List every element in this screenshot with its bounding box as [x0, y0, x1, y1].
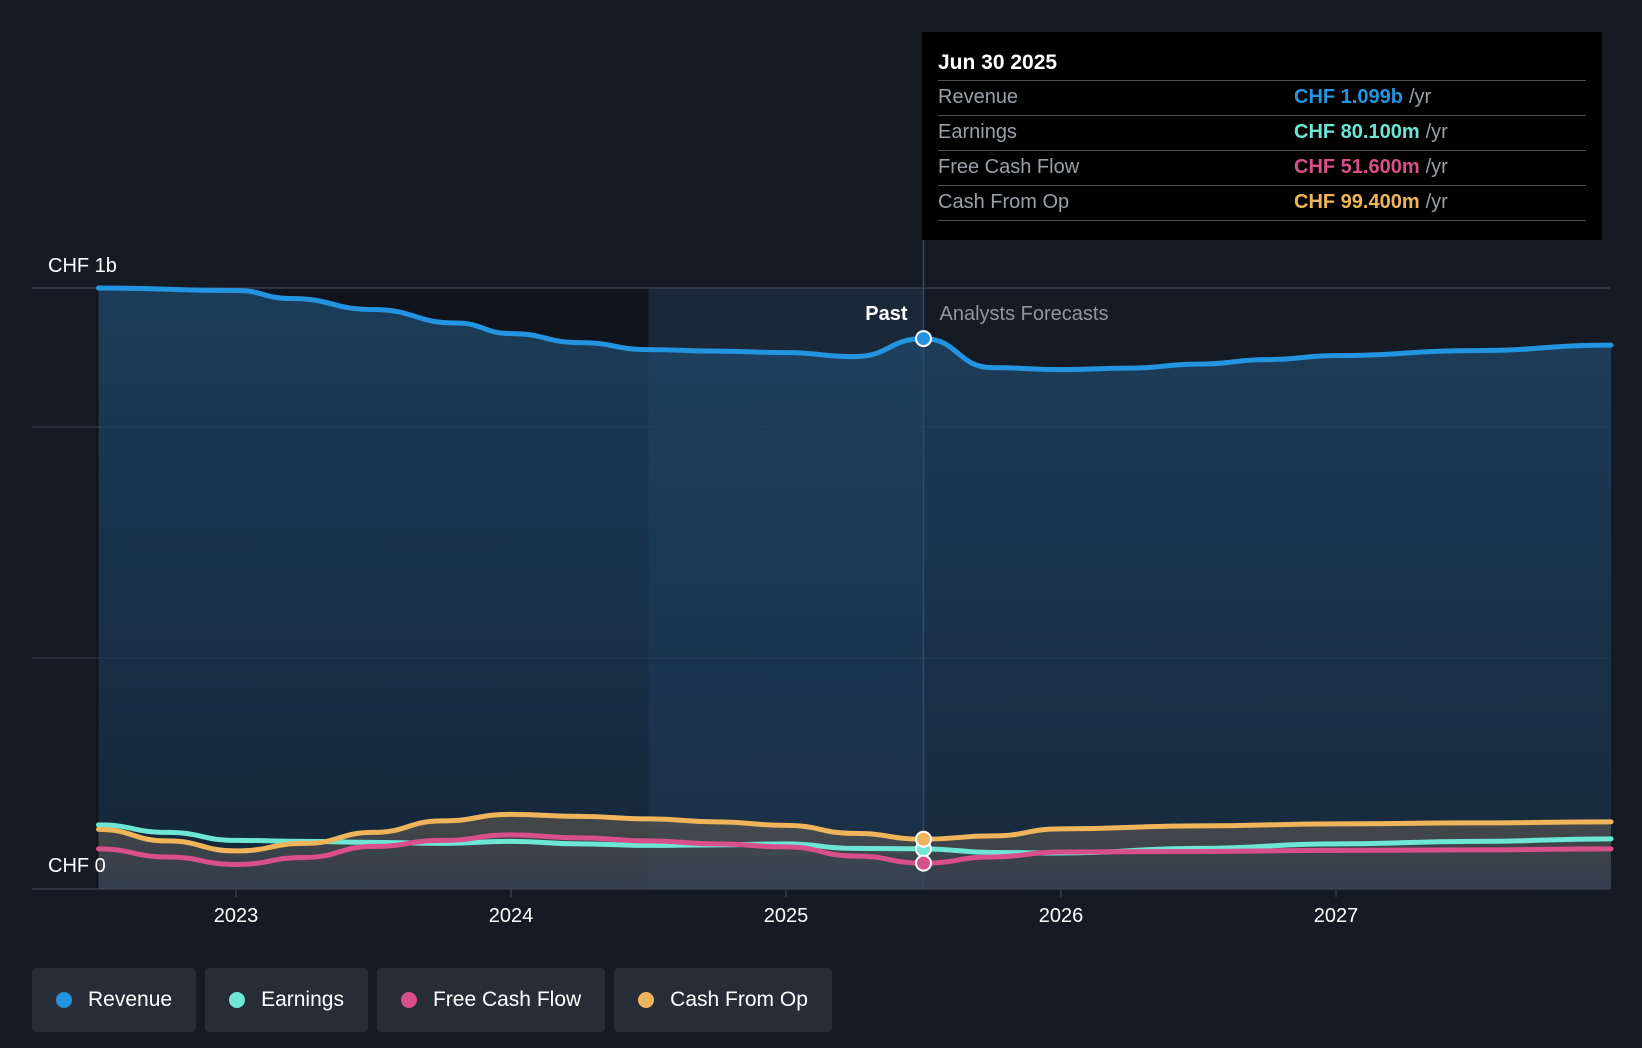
- legend-item-earnings[interactable]: Earnings: [205, 968, 368, 1032]
- legend-label: Earnings: [261, 988, 344, 1011]
- legend-label: Cash From Op: [670, 988, 808, 1011]
- past-label: Past: [865, 303, 908, 325]
- x-tick-label: 2026: [1039, 905, 1084, 927]
- tooltip-label: Free Cash Flow: [938, 156, 1080, 178]
- tooltip-row-free-cash-flow: Free Cash Flow CHF 51.600m /yr: [938, 150, 1586, 185]
- legend-dot-icon: [229, 992, 246, 1008]
- x-tick-label: 2024: [489, 905, 534, 927]
- tooltip-label: Revenue: [938, 86, 1019, 108]
- forecast-label: Analysts Forecasts: [940, 303, 1109, 325]
- series-line-cash-from-op: [96, 811, 1614, 854]
- tooltip-value: CHF 99.400m: [1294, 191, 1420, 213]
- tooltip-row-earnings: Earnings CHF 80.100m /yr: [938, 115, 1586, 150]
- series-line-free-cash-flow: [96, 832, 1614, 867]
- y-axis-bottom-label: CHF 0: [48, 855, 106, 877]
- x-tick-label: 2025: [764, 905, 809, 927]
- tooltip: Jun 30 2025 Revenue CHF 1.099b /yr Earni…: [922, 32, 1602, 240]
- tooltip-value: CHF 51.600m: [1294, 156, 1420, 178]
- tooltip-unit: /yr: [1425, 156, 1448, 178]
- marker-cash-from-op: [915, 830, 932, 848]
- legend-item-cash-from-op[interactable]: Cash From Op: [614, 968, 832, 1032]
- tooltip-row-cash-from-op: Cash From Op CHF 99.400m /yr: [938, 185, 1586, 221]
- tooltip-value: CHF 1.099b: [1294, 86, 1403, 108]
- legend: Revenue Earnings Free Cash Flow Cash Fro…: [32, 968, 832, 1032]
- legend-item-free-cash-flow[interactable]: Free Cash Flow: [376, 968, 606, 1032]
- tooltip-value: CHF 80.100m: [1294, 121, 1420, 143]
- legend-dot-icon: [400, 992, 417, 1008]
- tooltip-unit: /yr: [1425, 121, 1448, 143]
- tooltip-unit: /yr: [1425, 191, 1448, 213]
- legend-dot-icon: [638, 992, 655, 1008]
- tooltip-label: Earnings: [938, 121, 1017, 143]
- legend-item-revenue[interactable]: Revenue: [32, 968, 197, 1032]
- x-tick-label: 2027: [1314, 905, 1359, 927]
- legend-label: Revenue: [88, 988, 173, 1011]
- chart-area: CHF 1b CHF 0 Past Analysts Forecasts 2023 202…: [32, 240, 1614, 927]
- x-tick-label: 2023: [214, 905, 259, 927]
- marker-revenue: [915, 330, 932, 348]
- legend-label: Free Cash Flow: [432, 988, 582, 1011]
- tooltip-unit: /yr: [1408, 86, 1432, 108]
- series-line-revenue: [96, 285, 1614, 373]
- cash-from-op-area: [98, 814, 1611, 889]
- tooltip-date: Jun 30 2025: [938, 51, 1058, 74]
- marker-free-cash-flow: [915, 854, 932, 872]
- tooltip-row-revenue: Revenue CHF 1.099b /yr: [938, 80, 1586, 115]
- tooltip-label: Cash From Op: [938, 191, 1070, 213]
- revenue-area: [98, 288, 1611, 889]
- legend-dot-icon: [56, 992, 72, 1008]
- y-axis-top-label: CHF 1b: [48, 255, 117, 277]
